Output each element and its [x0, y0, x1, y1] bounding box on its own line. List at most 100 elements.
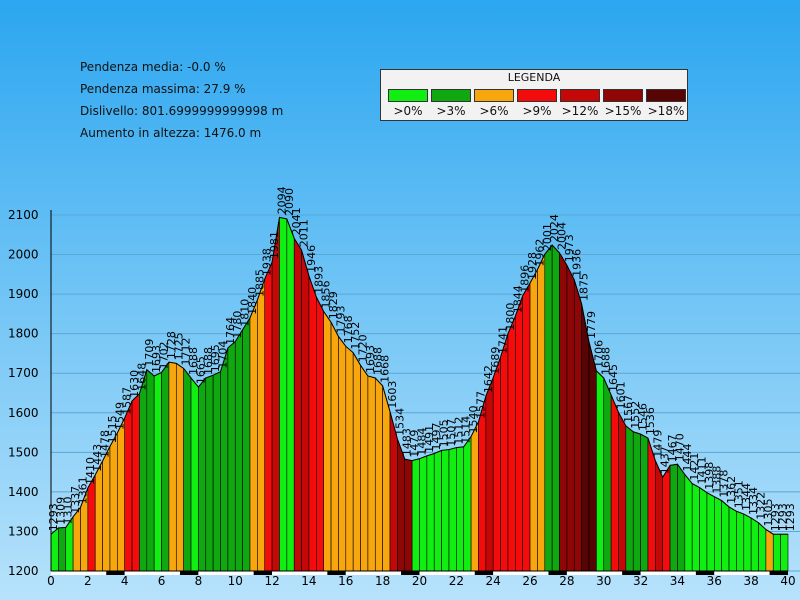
legend-item-gt12: >12% — [560, 89, 600, 118]
distance-scale-segment — [659, 571, 678, 575]
elevation-label: 1768 — [342, 315, 355, 343]
elevation-label: 1875 — [578, 273, 591, 301]
grade-bar — [728, 506, 737, 572]
elevation-label: 1689 — [489, 347, 502, 375]
distance-scale-segment — [161, 571, 180, 575]
grade-bar — [198, 377, 207, 572]
elevation-label: 2004 — [556, 222, 569, 250]
elevation-label: 1695 — [209, 344, 222, 372]
distance-scale-segment — [751, 571, 770, 575]
elevation-label: 1577 — [474, 391, 487, 419]
grade-bar — [573, 279, 582, 572]
elevation-label: 1467 — [666, 434, 679, 462]
grade-bar — [175, 362, 184, 572]
grade-bar — [249, 299, 258, 572]
legend-label: >15% — [604, 104, 642, 118]
distance-scale-segment — [51, 571, 70, 575]
grade-bar — [212, 371, 221, 572]
distance-scale-segment — [511, 571, 531, 575]
grade-bar — [625, 425, 634, 572]
elevation-label: 1421 — [688, 453, 701, 481]
average-grade-text: Pendenza media: -0.0 % — [80, 60, 226, 74]
distance-scale-segment — [345, 571, 365, 575]
max-grade-text: Pendenza massima: 27.9 % — [80, 82, 246, 96]
elevation-label: 2094 — [275, 186, 288, 214]
legend-item-gt0: >0% — [388, 89, 428, 118]
legend-swatch — [474, 89, 514, 102]
x-tick-label: 20 — [412, 574, 427, 588]
grade-bar — [706, 492, 715, 572]
elevation-label: 1893 — [312, 266, 325, 294]
elevation-label: 1693 — [150, 345, 163, 373]
elevation-label: 1587 — [121, 387, 134, 415]
elevation-label: 1334 — [747, 487, 760, 515]
grade-bar — [544, 244, 553, 572]
elevation-label: 1552 — [629, 401, 642, 429]
elevation-label: 1688 — [202, 347, 215, 375]
distance-scale-segment — [327, 571, 346, 575]
elevation-label: 1549 — [113, 402, 126, 430]
elevation-label: 1293 — [777, 503, 790, 531]
elevation-label: 1779 — [585, 311, 598, 339]
x-tick-label: 8 — [195, 574, 203, 588]
grade-bar — [190, 377, 199, 572]
grade-bar — [551, 244, 560, 572]
legend-label: >6% — [479, 104, 509, 118]
grade-bar — [131, 393, 140, 572]
x-tick-label: 6 — [158, 574, 166, 588]
elevation-label: 1293 — [769, 503, 782, 531]
x-axis: 0 2 4 6 8 10 12 14 16 18 20 22 24 26 28 30 32 34 36 38 40 — [47, 570, 796, 588]
grade-bar — [655, 460, 664, 572]
grade-bar — [58, 527, 67, 572]
legend-swatch — [646, 89, 686, 102]
x-tick-label: 0 — [47, 574, 55, 588]
elevation-label: 1322 — [755, 492, 768, 520]
elevation-label: 1973 — [563, 234, 576, 262]
distance-scale-segment — [272, 571, 291, 575]
elevation-label: 1344 — [740, 483, 753, 511]
elevation-label: 1844 — [511, 285, 524, 313]
grade-bar — [677, 463, 686, 572]
distance-scale-segment — [493, 571, 512, 575]
elevation-label: 1793 — [334, 305, 347, 333]
elevation-label: 1444 — [681, 443, 694, 471]
elevation-label: 1534 — [393, 408, 406, 436]
elevation-label: 1764 — [224, 317, 237, 345]
elevation-label: 1536 — [644, 407, 657, 435]
elevation-label: 1642 — [482, 365, 495, 393]
legend-item-gt6: >6% — [474, 89, 514, 118]
distance-scale-segment — [622, 571, 641, 575]
elevation-label: 1411 — [696, 457, 709, 485]
grade-bar — [640, 433, 649, 572]
grade-bar — [146, 369, 155, 572]
elevation-label: 1840 — [246, 287, 259, 315]
grade-bar — [662, 464, 671, 572]
grade-bar — [293, 237, 302, 572]
grade-bar — [279, 217, 288, 572]
grade-bar — [758, 522, 767, 572]
distance-scale-segment — [474, 571, 494, 575]
legend-swatch — [603, 89, 643, 102]
elevation-label: 1928 — [526, 252, 539, 280]
grade-bar — [743, 513, 752, 572]
elevation-label: 1443 — [91, 444, 104, 472]
grade-bar — [183, 367, 192, 572]
legend-item-gt3: >3% — [431, 89, 471, 118]
elevation-label: 1946 — [305, 245, 318, 273]
x-tick-label: 24 — [486, 574, 501, 588]
elevation-label: 1293 — [47, 503, 60, 531]
y-tick-label: 1200 — [8, 564, 39, 578]
distance-scale-segment — [106, 571, 125, 575]
x-tick-label: 38 — [744, 574, 759, 588]
elevation-label: 1981 — [268, 231, 281, 259]
distance-scale-segment — [124, 571, 144, 575]
elevation-label: 1688 — [371, 347, 384, 375]
legend-item-gt18: >18% — [646, 89, 686, 118]
grade-bar — [603, 377, 612, 572]
elevation-label: 2001 — [541, 223, 554, 251]
elevation-label: 1601 — [614, 381, 627, 409]
x-tick-label: 32 — [633, 574, 648, 588]
distance-scale-segment — [401, 571, 420, 575]
y-tick-label: 1800 — [8, 327, 39, 341]
elevation-label: 1856 — [320, 281, 333, 309]
